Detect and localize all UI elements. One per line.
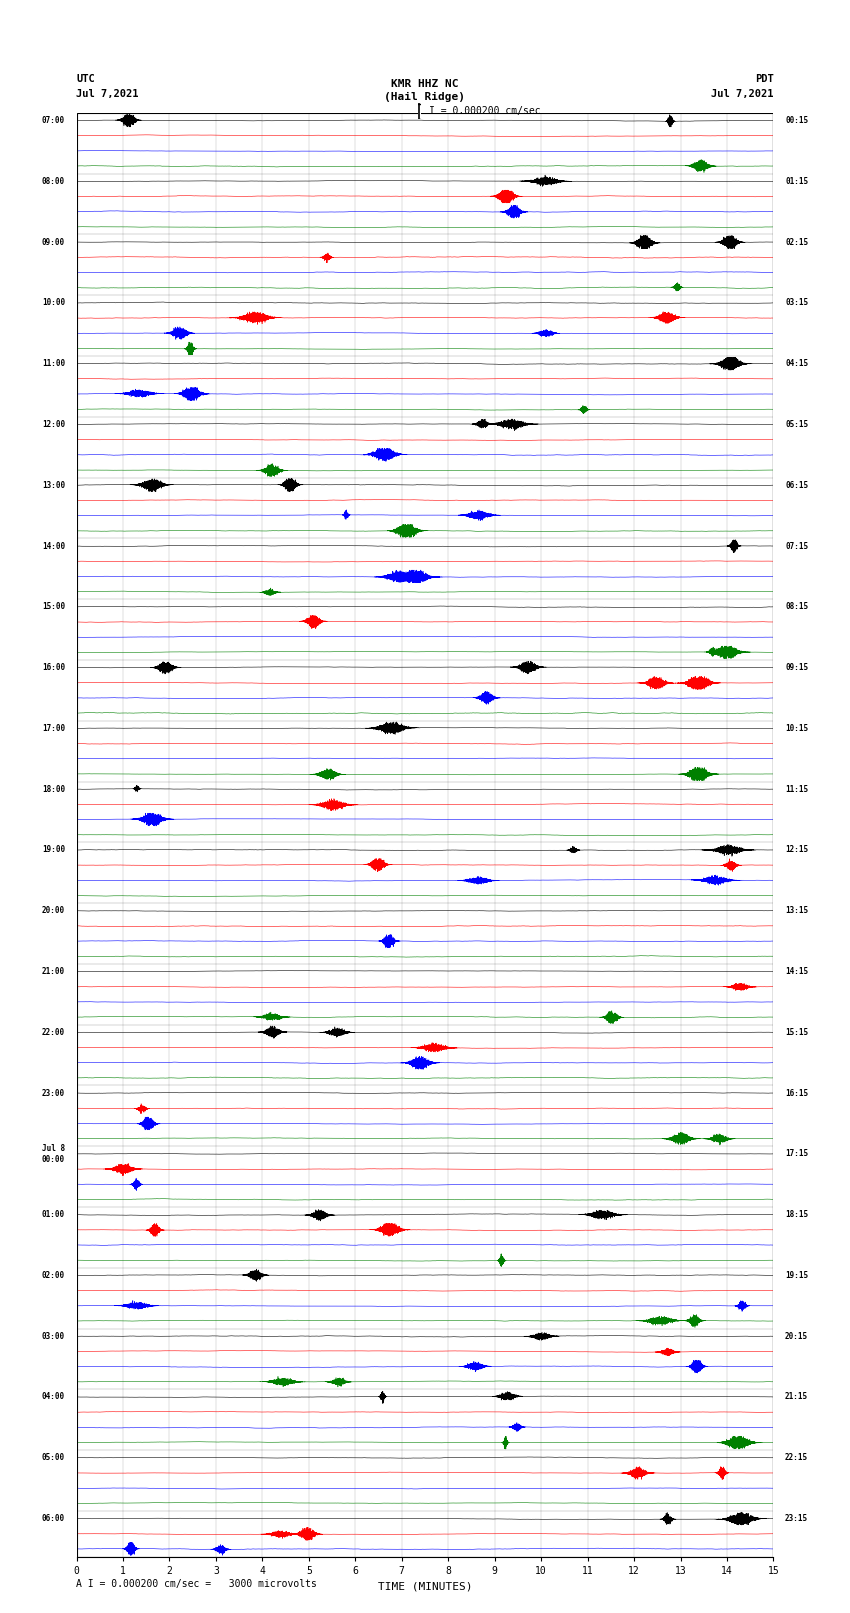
Text: 01:15: 01:15 [785, 177, 808, 185]
Text: 05:15: 05:15 [785, 419, 808, 429]
Text: PDT: PDT [755, 74, 774, 84]
Text: 19:15: 19:15 [785, 1271, 808, 1281]
Text: 16:00: 16:00 [42, 663, 65, 673]
Text: 21:15: 21:15 [785, 1392, 808, 1402]
Text: KMR HHZ NC: KMR HHZ NC [391, 79, 459, 89]
Text: 06:15: 06:15 [785, 481, 808, 490]
Text: 23:15: 23:15 [785, 1515, 808, 1523]
Text: 13:00: 13:00 [42, 481, 65, 490]
Text: 08:00: 08:00 [42, 177, 65, 185]
Text: 04:15: 04:15 [785, 360, 808, 368]
Text: 20:15: 20:15 [785, 1332, 808, 1340]
Text: 07:15: 07:15 [785, 542, 808, 550]
Text: 13:15: 13:15 [785, 907, 808, 915]
Text: UTC: UTC [76, 74, 95, 84]
Text: 17:00: 17:00 [42, 724, 65, 732]
Text: 20:00: 20:00 [42, 907, 65, 915]
Text: 15:00: 15:00 [42, 602, 65, 611]
Text: 14:15: 14:15 [785, 966, 808, 976]
Text: 22:15: 22:15 [785, 1453, 808, 1463]
Text: 12:15: 12:15 [785, 845, 808, 855]
Text: 16:15: 16:15 [785, 1089, 808, 1097]
Text: 08:15: 08:15 [785, 602, 808, 611]
Text: 09:15: 09:15 [785, 663, 808, 673]
Text: Jul 8
00:00: Jul 8 00:00 [42, 1144, 65, 1163]
Text: Jul 7,2021: Jul 7,2021 [76, 89, 139, 98]
Text: 03:00: 03:00 [42, 1332, 65, 1340]
Text: 12:00: 12:00 [42, 419, 65, 429]
Text: 19:00: 19:00 [42, 845, 65, 855]
Text: 02:15: 02:15 [785, 237, 808, 247]
Text: 07:00: 07:00 [42, 116, 65, 126]
Text: 11:00: 11:00 [42, 360, 65, 368]
Text: I = 0.000200 cm/sec: I = 0.000200 cm/sec [429, 106, 541, 116]
X-axis label: TIME (MINUTES): TIME (MINUTES) [377, 1581, 473, 1590]
Text: 15:15: 15:15 [785, 1027, 808, 1037]
Text: 09:00: 09:00 [42, 237, 65, 247]
Text: 22:00: 22:00 [42, 1027, 65, 1037]
Text: 21:00: 21:00 [42, 966, 65, 976]
Text: (Hail Ridge): (Hail Ridge) [384, 92, 466, 102]
Text: 11:15: 11:15 [785, 784, 808, 794]
Text: 17:15: 17:15 [785, 1150, 808, 1158]
Text: 23:00: 23:00 [42, 1089, 65, 1097]
Text: 06:00: 06:00 [42, 1515, 65, 1523]
Text: 18:00: 18:00 [42, 784, 65, 794]
Text: 10:00: 10:00 [42, 298, 65, 308]
Text: 00:15: 00:15 [785, 116, 808, 126]
Text: 05:00: 05:00 [42, 1453, 65, 1463]
Text: 18:15: 18:15 [785, 1210, 808, 1219]
Text: 04:00: 04:00 [42, 1392, 65, 1402]
Text: 01:00: 01:00 [42, 1210, 65, 1219]
Text: A I = 0.000200 cm/sec =   3000 microvolts: A I = 0.000200 cm/sec = 3000 microvolts [76, 1579, 317, 1589]
Text: 03:15: 03:15 [785, 298, 808, 308]
Text: Jul 7,2021: Jul 7,2021 [711, 89, 774, 98]
Text: 02:00: 02:00 [42, 1271, 65, 1281]
Text: 14:00: 14:00 [42, 542, 65, 550]
Text: 10:15: 10:15 [785, 724, 808, 732]
